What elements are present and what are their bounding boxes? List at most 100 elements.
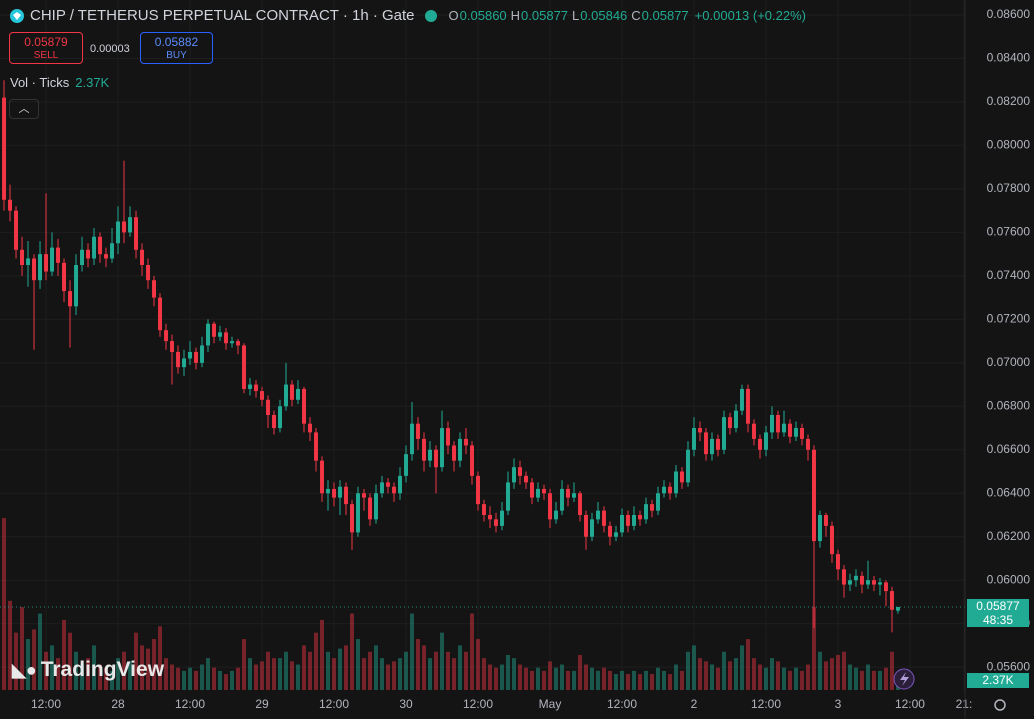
volume-bar <box>110 670 114 690</box>
candle-body <box>116 221 120 244</box>
candle-body <box>128 217 132 233</box>
volume-bar <box>278 658 282 690</box>
candle-body <box>884 582 888 592</box>
volume-bar <box>428 658 432 690</box>
x-tick-label: 28 <box>111 697 125 711</box>
volume-bar <box>272 658 276 690</box>
candle-body <box>524 475 528 483</box>
candle-body <box>548 493 552 520</box>
candle-body <box>218 332 222 337</box>
volume-bar <box>368 651 372 690</box>
candle-body <box>86 249 90 259</box>
logo: ◣● TradingView <box>12 658 165 681</box>
candle-body <box>554 510 558 520</box>
volume-bar <box>506 654 510 690</box>
candle-body <box>152 280 156 298</box>
candle-body <box>368 497 372 520</box>
volume-bar <box>194 670 198 690</box>
volume-legend: Vol · Ticks 2.37K <box>10 75 109 90</box>
volume-bar <box>854 667 858 690</box>
settings-icon[interactable] <box>994 699 1006 711</box>
candle-body <box>212 323 216 337</box>
volume-bar <box>878 670 882 690</box>
candle-body <box>494 519 498 526</box>
volume-axis-label: 2.37K <box>967 672 1029 688</box>
volume-bar <box>332 658 336 690</box>
candle-body <box>734 410 738 429</box>
candle-body <box>248 384 252 389</box>
volume-bar <box>800 670 804 690</box>
volume-bar <box>476 639 480 690</box>
volume-bar <box>740 645 744 690</box>
candle-body <box>782 423 786 433</box>
volume-value: 2.37K <box>75 75 110 90</box>
collapse-button[interactable]: ︿ <box>9 99 39 119</box>
candle-body <box>614 532 618 537</box>
volume-bar <box>20 607 24 690</box>
buy-button[interactable]: 0.05882 BUY <box>140 32 213 64</box>
candle-body <box>758 438 762 450</box>
volume-bar <box>362 658 366 690</box>
candle-body <box>710 438 714 455</box>
candle-body <box>338 486 342 498</box>
volume-bar <box>608 670 612 690</box>
x-tick-label: 3 <box>835 697 842 711</box>
volume-bar <box>44 651 48 690</box>
volume-bar <box>536 667 540 690</box>
candle-body <box>50 247 54 272</box>
volume-bar <box>488 664 492 690</box>
volume-bar <box>254 664 258 690</box>
y-tick-label: 0.07000 <box>987 355 1031 369</box>
x-tick-label: 12:00 <box>175 697 205 711</box>
candle-body <box>416 423 420 439</box>
volume-bar <box>620 670 624 690</box>
sell-button[interactable]: 0.05879 SELL <box>9 32 83 64</box>
volume-bar <box>728 661 732 690</box>
countdown: 48:35 <box>982 612 1014 627</box>
volume-bar <box>656 667 660 690</box>
candle-body <box>38 254 42 281</box>
volume-bar <box>284 651 288 690</box>
volume-bar <box>518 664 522 690</box>
volume-bar <box>440 632 444 690</box>
candle-body <box>446 428 450 446</box>
x-tick-label: 29 <box>255 697 269 711</box>
x-tick-label: May <box>539 697 562 711</box>
candle-body <box>842 569 846 585</box>
candle-body <box>26 258 30 265</box>
volume-bar <box>158 626 162 690</box>
volume-bar <box>770 658 774 690</box>
volume-bar <box>602 667 606 690</box>
candle-body <box>740 388 744 411</box>
volume-bar <box>134 632 138 690</box>
volume-bar <box>752 658 756 690</box>
candle-body <box>656 493 660 511</box>
volume-bar <box>662 670 666 690</box>
y-tick-label: 0.06400 <box>987 485 1031 499</box>
candle-body <box>788 423 792 437</box>
candle-body <box>464 438 468 446</box>
candle-body <box>392 486 396 494</box>
volume-bar <box>674 664 678 690</box>
volume-bar <box>32 629 36 690</box>
candle-body <box>512 467 516 483</box>
volume-bar <box>542 670 546 690</box>
candle-body <box>206 323 210 346</box>
sell-label: SELL <box>33 50 59 61</box>
candle-body <box>488 515 492 520</box>
candle-body <box>284 384 288 407</box>
candle-body <box>848 580 852 585</box>
volume-bar <box>782 667 786 690</box>
volume-bar <box>200 664 204 690</box>
volume-bar <box>638 674 642 690</box>
title: CHIP / TETHERUS PERPETUAL CONTRACT · 1h … <box>30 7 415 24</box>
candle-body <box>686 449 690 483</box>
volume-bar <box>530 670 534 690</box>
candle-body <box>620 515 624 533</box>
volume-bar <box>494 667 498 690</box>
volume-bar <box>104 667 108 690</box>
volume-bar <box>860 670 864 690</box>
candle-body <box>182 358 186 368</box>
candle-body <box>200 345 204 363</box>
candle-body <box>398 475 402 494</box>
